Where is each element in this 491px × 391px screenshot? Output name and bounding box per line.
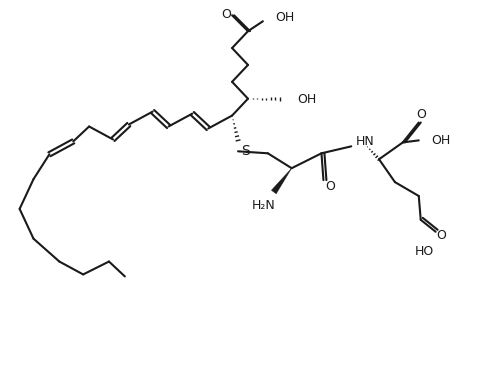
Text: OH: OH	[432, 134, 451, 147]
Polygon shape	[272, 168, 292, 194]
Text: HN: HN	[356, 135, 375, 148]
Text: OH: OH	[275, 11, 294, 24]
Text: H₂N: H₂N	[252, 199, 276, 212]
Text: OH: OH	[298, 93, 317, 106]
Text: O: O	[326, 179, 335, 192]
Text: HO: HO	[415, 245, 435, 258]
Text: O: O	[436, 229, 446, 242]
Text: O: O	[221, 8, 231, 21]
Text: O: O	[416, 108, 426, 121]
Text: S: S	[241, 144, 250, 158]
